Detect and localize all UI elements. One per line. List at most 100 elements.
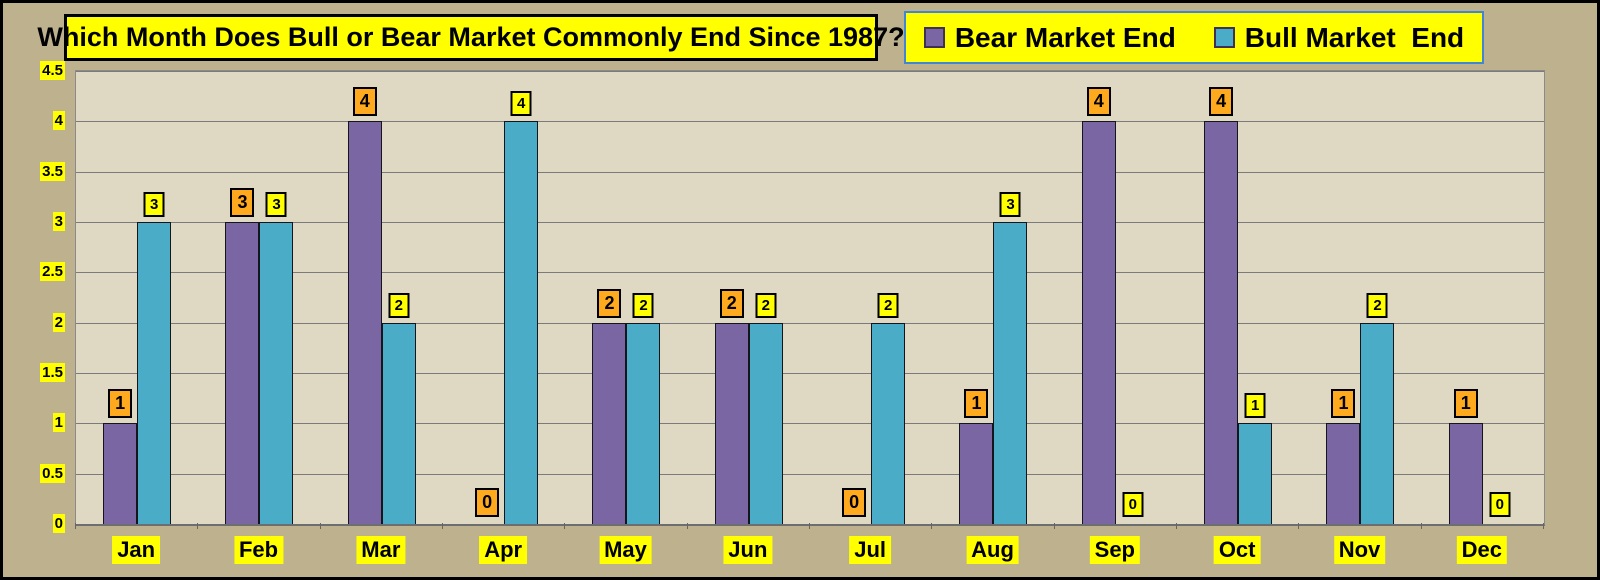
bar-value-label-bear-jul: 0 <box>842 488 867 517</box>
bear-series-swatch-icon <box>923 27 945 48</box>
bar-bear-nov <box>1326 423 1361 524</box>
gridline <box>76 423 1544 425</box>
axis-tick <box>75 523 76 529</box>
axis-tick <box>319 523 321 529</box>
bar-bull-nov <box>1360 322 1395 524</box>
bar-value-label-bull-jul: 2 <box>877 292 899 318</box>
bar-value-label-bear-mar: 4 <box>352 87 377 117</box>
bar-bear-may <box>592 322 627 524</box>
axis-tick <box>197 523 199 529</box>
bar-bear-feb <box>225 222 260 524</box>
bar-bear-jun <box>714 322 749 524</box>
bar-bear-jan <box>103 423 138 524</box>
bar-value-label-bear-dec: 1 <box>1453 389 1478 419</box>
gridline <box>76 171 1544 173</box>
x-axis-label-jan: Jan <box>112 536 161 564</box>
bar-bear-sep <box>1081 121 1116 524</box>
bar-bull-apr <box>504 121 539 524</box>
x-axis-label-feb: Feb <box>233 536 284 564</box>
bar-bear-oct <box>1204 121 1239 524</box>
x-axis-label-jun: Jun <box>723 536 773 564</box>
y-axis: 0 0.5 1 1.5 2 2.5 3 3.5 4 4.5 <box>3 61 69 533</box>
y-axis-tick-label: 2 <box>52 312 65 332</box>
bar-bull-aug <box>993 222 1028 524</box>
axis-tick <box>1298 523 1300 529</box>
bar-value-label-bull-may: 2 <box>632 292 654 318</box>
axis-tick <box>1053 523 1055 529</box>
bar-value-label-bear-aug: 1 <box>964 389 989 419</box>
bar-value-label-bull-dec: 0 <box>1489 492 1511 517</box>
bar-value-label-bear-feb: 3 <box>230 188 255 217</box>
y-axis-tick-label: 4 <box>52 111 65 131</box>
y-axis-tick-label: 4.5 <box>40 61 65 80</box>
legend-label-bull: Bull Market End <box>1244 21 1465 53</box>
y-axis-tick-label: 2.5 <box>40 262 65 282</box>
x-axis-label-may: May <box>599 536 652 564</box>
axis-tick <box>809 523 810 529</box>
x-axis-label-jul: Jul <box>849 536 892 564</box>
y-axis-tick-label: 3.5 <box>40 161 65 181</box>
bar-bull-jan <box>137 222 172 524</box>
y-axis-tick-label: 1.5 <box>40 363 65 382</box>
bar-bull-oct <box>1238 423 1273 524</box>
x-axis-label-oct: Oct <box>1213 536 1261 564</box>
x-axis: Jan Feb Mar Apr May Jun Jul Aug Sep Oct Nov Dec <box>3 536 1597 577</box>
bar-value-label-bear-jun: 2 <box>719 288 744 318</box>
bar-bull-jul <box>871 322 906 524</box>
bar-bear-dec <box>1448 423 1483 524</box>
bar-value-label-bull-apr: 4 <box>510 91 532 117</box>
legend: Bear Market End Bull Market End <box>904 11 1484 64</box>
bar-value-label-bear-oct: 4 <box>1209 87 1234 117</box>
x-axis-label-mar: Mar <box>356 536 406 564</box>
bar-value-label-bear-may: 2 <box>597 288 622 318</box>
gridline <box>76 121 1544 123</box>
x-axis-label-aug: Aug <box>966 536 1019 564</box>
chart-title: Which Month Does Bull or Bear Market Com… <box>37 14 905 61</box>
y-axis-tick-label: 0 <box>52 514 65 533</box>
legend-item-bear: Bear Market End <box>923 21 1176 54</box>
x-axis-label-sep: Sep <box>1089 536 1141 564</box>
bar-value-label-bear-nov: 1 <box>1331 389 1356 419</box>
bar-bear-mar <box>347 121 382 524</box>
gridline <box>76 322 1544 324</box>
bar-value-label-bear-apr: 0 <box>475 488 500 517</box>
y-axis-tick-label: 3 <box>52 212 65 231</box>
axis-tick <box>686 523 688 529</box>
bar-bull-mar <box>381 322 416 524</box>
bar-value-label-bull-oct: 1 <box>1244 393 1266 419</box>
bar-value-label-bull-nov: 2 <box>1366 292 1388 318</box>
y-axis-tick-label: 0.5 <box>40 463 65 483</box>
x-axis-label-nov: Nov <box>1333 536 1386 564</box>
gridline <box>76 222 1544 223</box>
legend-label-bear: Bear Market End <box>954 21 1176 53</box>
bar-value-label-bull-mar: 2 <box>388 292 410 318</box>
bull-series-swatch-icon <box>1213 27 1235 48</box>
axis-tick <box>931 523 933 529</box>
gridline <box>76 272 1544 274</box>
bar-value-label-bull-feb: 3 <box>265 192 287 217</box>
legend-item-bull: Bull Market End <box>1213 21 1465 54</box>
gridline <box>76 373 1544 374</box>
bar-bull-jun <box>748 322 783 524</box>
x-axis-label-dec: Dec <box>1456 536 1508 564</box>
bar-value-label-bull-jan: 3 <box>143 192 165 217</box>
axis-tick <box>1543 523 1544 529</box>
axis-tick <box>1420 523 1422 529</box>
bar-bull-may <box>626 322 661 524</box>
gridline <box>76 71 1544 72</box>
bar-value-label-bear-sep: 4 <box>1086 87 1111 117</box>
x-axis-label-apr: Apr <box>479 536 528 564</box>
bar-value-label-bull-aug: 3 <box>999 192 1021 217</box>
